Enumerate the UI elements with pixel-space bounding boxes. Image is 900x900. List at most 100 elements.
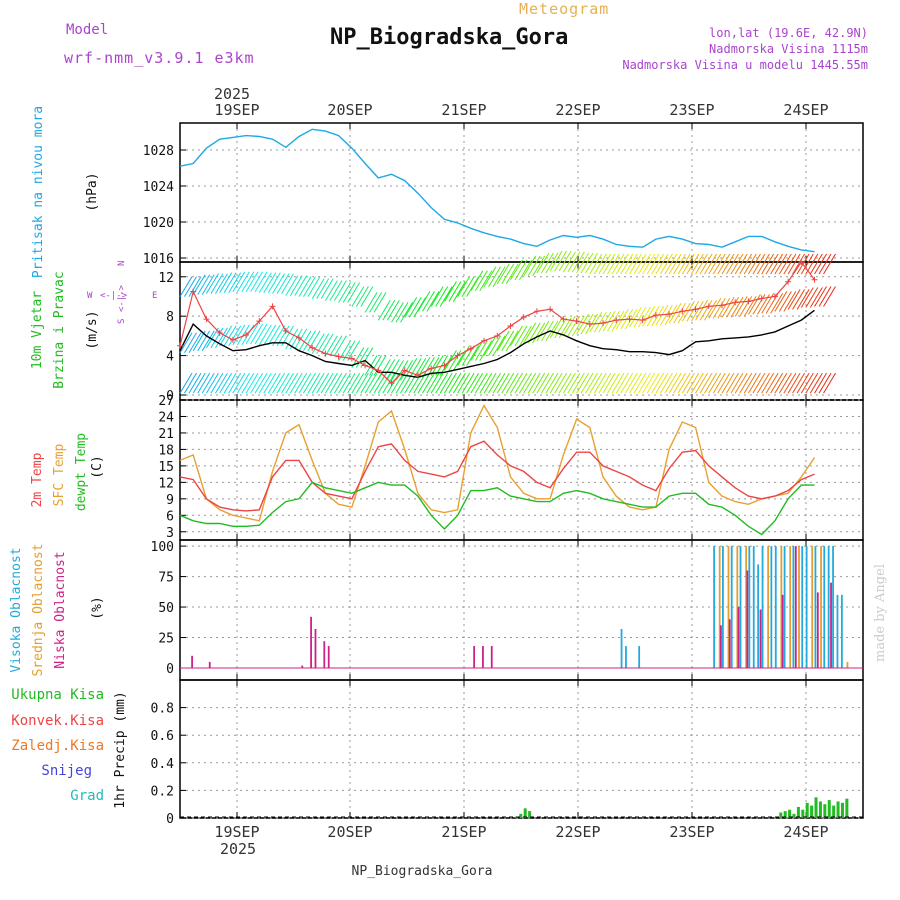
wind-barb: [215, 273, 228, 294]
cloud-series-1: [718, 546, 849, 668]
wind-barb: [818, 372, 832, 394]
wind-barb: [210, 372, 224, 394]
top-day-label: 20SEP: [327, 101, 372, 119]
wind-barb: [536, 372, 550, 394]
footer-title: NP_Biogradska_Gora: [352, 864, 493, 879]
wind-barb: [668, 372, 682, 394]
precip-bar: [845, 798, 849, 818]
wind-barb: [540, 252, 554, 274]
wind-barb: [704, 253, 717, 275]
wind-barb: [303, 372, 316, 394]
wind-barb: [404, 297, 418, 318]
wind-barb: [201, 330, 215, 352]
cloud-bar: [781, 594, 784, 668]
wind-barb: [342, 372, 356, 394]
wind-barb: [386, 359, 400, 380]
wind-barb: [598, 253, 612, 275]
wind-barb: [585, 372, 599, 394]
wind-barb: [294, 275, 308, 296]
wind-barb: [571, 251, 585, 273]
wind-barb: [303, 330, 316, 352]
cloud-bar: [811, 546, 814, 668]
top-day-labels: 19SEP 20SEP 21SEP 22SEP 23SEP 24SEP: [214, 101, 828, 119]
wind-barb: [210, 273, 224, 294]
wind-barb: [699, 300, 713, 321]
wind-barb: [651, 372, 665, 394]
wind-barb: [382, 300, 396, 321]
precip-unit: 1hr Precip (mm): [113, 691, 128, 808]
wind-barb: [748, 253, 761, 275]
cloud-bar: [191, 655, 194, 668]
wind-barb: [748, 372, 761, 394]
wind-barb: [638, 253, 651, 275]
cloud-bar: [840, 594, 843, 668]
wind-barb: [285, 372, 299, 394]
wind-barb: [651, 305, 665, 327]
wind-barb: [778, 253, 792, 275]
precip-bar: [528, 811, 532, 818]
wind-barb: [422, 357, 435, 378]
cloud-bar: [798, 546, 800, 668]
wind-barb: [466, 372, 480, 394]
cloud-series-0: [620, 546, 843, 668]
wind-barb: [589, 311, 603, 333]
wind-barb: [792, 289, 806, 310]
cloud-bar: [727, 546, 730, 668]
panel-frame: [179, 679, 864, 819]
cloud-bar: [482, 646, 484, 668]
wind-barb: [783, 291, 797, 312]
wind-barb: [483, 266, 497, 288]
wind-panel: 0 4 8 12: [158, 250, 863, 404]
wind-barb: [602, 372, 616, 394]
wind-barb: [413, 297, 427, 318]
wind-barb: [638, 372, 651, 394]
wind-barb: [567, 251, 581, 273]
wind-barb: [580, 372, 594, 394]
wind-barb: [708, 253, 722, 275]
wind-barb: [316, 372, 330, 394]
wind-barb: [320, 278, 334, 299]
wind-barb: [681, 372, 695, 394]
legend-sfc-temp: SFC Temp: [52, 444, 67, 507]
wind-barb: [527, 372, 541, 394]
wind-barb: [201, 372, 215, 394]
wind-barb: [228, 325, 242, 347]
bottom-day-labels: 19SEP 20SEP 21SEP 22SEP 23SEP 24SEP: [214, 823, 828, 841]
cloud-bar: [789, 546, 792, 668]
watermark: made by Angel: [873, 564, 888, 662]
wind-barb: [730, 372, 744, 394]
wind-barb: [289, 372, 303, 394]
wind-barb: [369, 355, 382, 376]
wind-barb: [263, 324, 277, 346]
wind-barb: [730, 253, 744, 275]
wind-barb: [708, 298, 722, 319]
wind-barb: [250, 372, 264, 394]
wind-barb: [324, 280, 338, 301]
wind-barb: [223, 272, 237, 293]
wind-barb: [562, 315, 576, 337]
wind-barb: [677, 253, 691, 275]
wind-barb: [228, 272, 242, 293]
wind-barb: [391, 360, 404, 381]
y-tick-label: 0: [166, 389, 174, 404]
wind-barb: [232, 271, 246, 292]
wind-barb: [708, 372, 722, 394]
wind-barb: [602, 253, 616, 275]
wind-barb: [422, 291, 435, 312]
wind-barb: [408, 358, 422, 379]
wind-barb: [215, 327, 228, 349]
cloud-bar: [761, 546, 764, 668]
cloud-bar: [730, 546, 733, 668]
cloud-bar: [620, 628, 623, 668]
y-tick-label: 24: [158, 410, 174, 425]
wind-barb: [664, 304, 678, 326]
wind-barb: [805, 372, 819, 394]
cloud-bar: [737, 607, 740, 668]
wind-barb: [184, 372, 197, 394]
wind-barb: [699, 372, 713, 394]
cloud-bar: [767, 546, 770, 668]
wind-title-line1: 10m Vjetar: [30, 291, 45, 369]
y-tick-label: 1028: [143, 144, 174, 159]
precip-bar: [519, 813, 523, 818]
wind-barb: [241, 271, 255, 292]
